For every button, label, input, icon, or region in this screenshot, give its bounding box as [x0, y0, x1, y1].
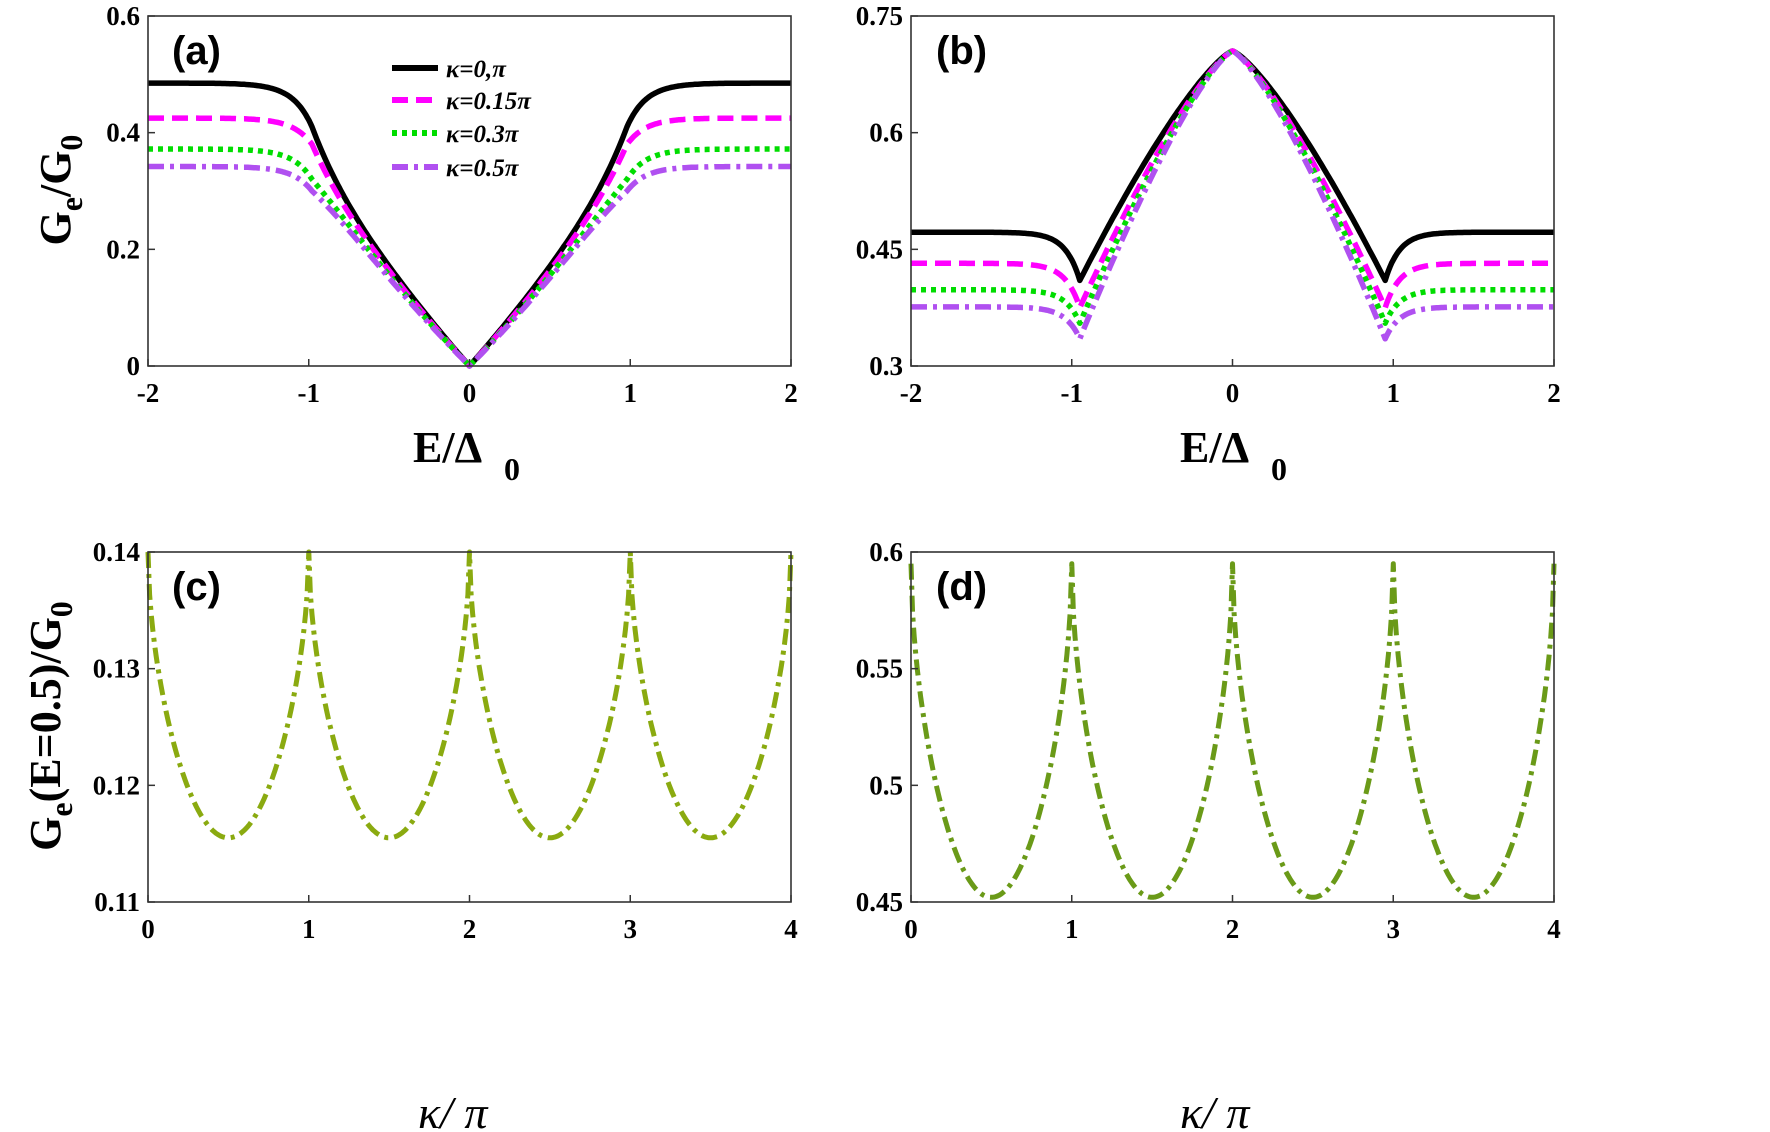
panel-a-label: (a)	[172, 29, 221, 73]
x-tick-label: 1	[302, 914, 316, 944]
panel-c: 0 1 2 3 4 0.11 0.12 0.13 0.14 (c) κ/ π Ge(E=0.5)…	[21, 537, 798, 1132]
series-line-0	[909, 48, 1556, 284]
x-tick-label: 1	[1065, 914, 1079, 944]
panel-b-curves	[909, 48, 1556, 342]
ylabel-a-g: G	[31, 211, 80, 245]
x-tick-label: -1	[1061, 378, 1084, 408]
panel-b-xlabel-main: E/Δ	[1180, 423, 1249, 472]
y-tick-label: 0.6	[869, 537, 903, 567]
panel-c-label: (c)	[172, 565, 221, 609]
legend-label-k05: κ=0.5π	[446, 155, 520, 182]
svg-text:Ge/G0: Ge/G0	[31, 135, 89, 246]
y-tick-label: 0.45	[856, 234, 903, 264]
series-line-3	[146, 163, 793, 369]
panel-d-label: (d)	[936, 565, 987, 609]
legend: κ=0,π κ=0.15π κ=0.3π κ=0.5π	[392, 56, 532, 182]
y-tick-label: 0.55	[856, 654, 903, 684]
panel-d-ticks: 0 1 2 3 4 0.45 0.5 0.55 0.6	[856, 537, 1561, 944]
panel-b-label: (b)	[936, 29, 987, 73]
series-line-2	[909, 48, 1556, 326]
y-tick-label: 0	[127, 351, 141, 381]
y-tick-label: 0.6	[106, 1, 140, 31]
y-tick-label: 0.11	[94, 887, 140, 917]
panel-a: -2 -1 0 1 2 0 0.2 0.4 0.6 (a) κ=0,π κ=0.15π κ=0.…	[31, 1, 798, 487]
panel-b: -2 -1 0 1 2 0.3 0.45 0.6 0.75 (b) E/Δ 0	[856, 1, 1561, 487]
series-line-3	[909, 48, 1556, 342]
panel-a-xlabel-main: E/Δ	[413, 423, 482, 472]
legend-label-k03: κ=0.3π	[446, 121, 520, 148]
x-tick-label: 2	[1547, 378, 1561, 408]
panel-c-xlabel: κ/ π	[418, 1087, 489, 1132]
ylabel-a-sub-0: 0	[53, 135, 89, 151]
panel-a-xlabel-sub: 0	[504, 451, 520, 487]
panel-d-curves	[908, 561, 1557, 900]
y-tick-label: 0.5	[869, 770, 903, 800]
x-tick-label: 0	[1226, 378, 1240, 408]
y-tick-label: 0.6	[869, 118, 903, 148]
x-tick-label: 0	[904, 914, 918, 944]
y-tick-label: 0.12	[93, 770, 140, 800]
panel-b-ticks: -2 -1 0 1 2 0.3 0.45 0.6 0.75	[856, 1, 1561, 408]
x-tick-label: 3	[1387, 914, 1401, 944]
panel-a-xlabel: E/Δ 0	[413, 423, 520, 487]
series-line-0	[145, 549, 794, 841]
y-tick-label: 0.14	[93, 537, 140, 567]
y-tick-label: 0.13	[93, 654, 140, 684]
y-tick-label: 0.75	[856, 1, 903, 31]
x-tick-label: 3	[624, 914, 638, 944]
panel-d-xlabel: κ/ π	[1180, 1087, 1251, 1132]
legend-label-k0: κ=0,π	[446, 56, 507, 83]
y-tick-label: 0.45	[856, 887, 903, 917]
ylabel-c-sub-e: e	[43, 802, 79, 816]
ylabel-a-rest: /G	[31, 151, 80, 198]
x-tick-label: 0	[141, 914, 155, 944]
x-tick-label: 2	[1226, 914, 1240, 944]
x-tick-label: -2	[900, 378, 923, 408]
x-tick-label: -1	[298, 378, 321, 408]
ylabel-a-sub-e: e	[53, 197, 89, 211]
panel-c-ticks: 0 1 2 3 4 0.11 0.12 0.13 0.14	[93, 537, 798, 944]
panel-a-ticks: -2 -1 0 1 2 0 0.2 0.4 0.6	[106, 1, 798, 408]
panel-b-xlabel-sub: 0	[1271, 451, 1287, 487]
x-tick-label: 1	[1387, 378, 1401, 408]
x-tick-label: 2	[463, 914, 477, 944]
x-tick-label: 1	[624, 378, 638, 408]
ylabel-c-g: G	[21, 817, 70, 851]
ylabel-c-sub-0: 0	[43, 601, 79, 617]
panel-c-curves	[145, 549, 794, 841]
y-tick-label: 0.3	[869, 351, 903, 381]
x-tick-label: 2	[784, 378, 798, 408]
x-tick-label: -2	[137, 378, 160, 408]
ylabel-c-rest: (E=0.5)/G	[21, 617, 70, 802]
panel-b-xlabel: E/Δ 0	[1180, 423, 1287, 487]
x-tick-label: 0	[463, 378, 477, 408]
panel-a-ylabel: Ge/G0	[31, 135, 89, 246]
y-tick-label: 0.4	[106, 118, 140, 148]
series-line-1	[909, 48, 1556, 311]
x-tick-label: 4	[1547, 914, 1561, 944]
panel-b-frame	[910, 15, 1555, 367]
x-tick-label: 4	[784, 914, 798, 944]
series-line-0	[908, 561, 1557, 900]
panel-c-ylabel: Ge(E=0.5)/G0	[21, 601, 79, 851]
svg-text:Ge(E=0.5)/G0: Ge(E=0.5)/G0	[21, 601, 79, 851]
panel-d: 0 1 2 3 4 0.45 0.5 0.55 0.6 (d) κ/ π	[856, 537, 1561, 1132]
legend-label-k015: κ=0.15π	[446, 88, 532, 115]
y-tick-label: 0.2	[106, 234, 140, 264]
